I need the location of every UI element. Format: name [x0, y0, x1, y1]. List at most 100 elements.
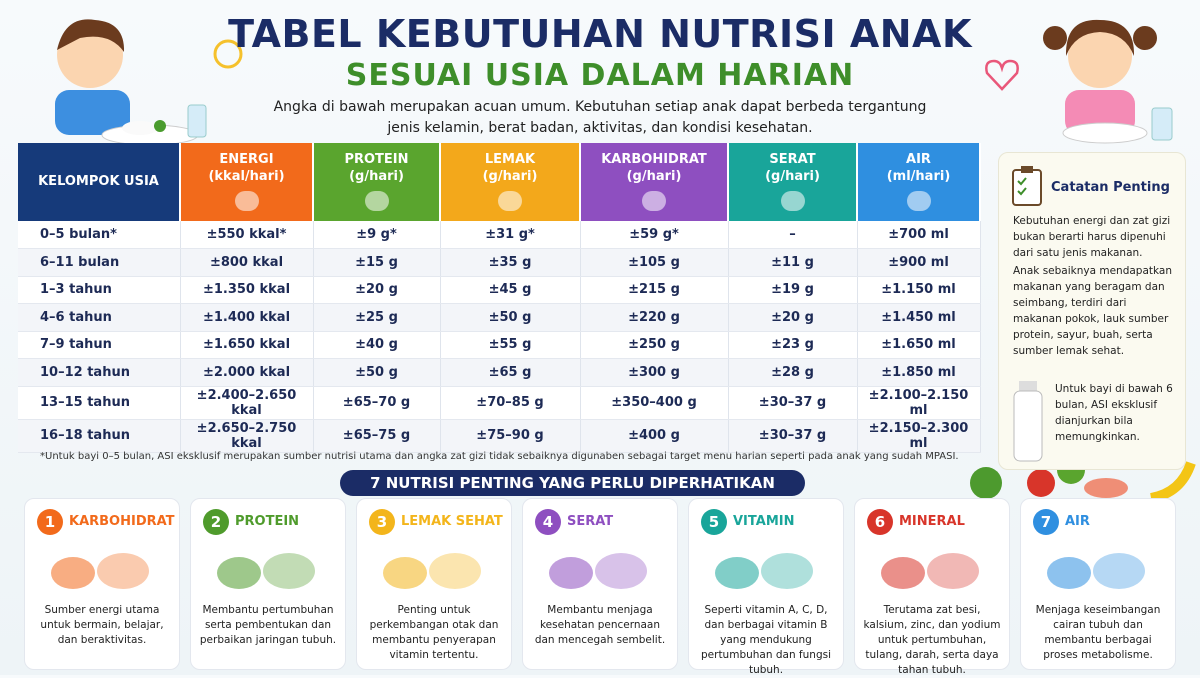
table-cell: ±1.650 kkal: [180, 331, 314, 359]
sun-icon: [213, 39, 243, 69]
table-cell: ±2.000 kkal: [180, 358, 314, 387]
column-header: AIR (ml/hari): [857, 143, 981, 221]
card-description: Penting untuk perkembangan otak dan memb…: [369, 604, 499, 661]
nutrition-table: KELOMPOK USIA ENERGI (kkal/hari) PROTEIN (g/…: [18, 143, 981, 453]
table-cell: ±75–90 g: [440, 419, 581, 453]
table-cell: ±25 g: [313, 303, 441, 332]
column-icon: [642, 191, 666, 211]
nutrient-card: 4 SERAT Membantu menjaga kesehatan pencern…: [522, 498, 678, 670]
table-cell: ±28 g: [728, 358, 858, 387]
age-group: 7–9 tahun: [18, 331, 181, 359]
table-cell: ±35 g: [440, 248, 581, 277]
column-unit: (g/hari): [765, 169, 820, 184]
table-cell: ±31 g*: [440, 221, 581, 249]
table-cell: ±2.650–2.750 kkal: [180, 419, 314, 453]
notes-panel: Catatan Penting Kebutuhan energi dan zat…: [998, 152, 1186, 470]
table-cell: ±105 g: [580, 248, 729, 277]
table-cell: ±45 g: [440, 276, 581, 304]
card-number: 1: [37, 509, 63, 535]
table-cell: ±1.650 ml: [857, 331, 981, 359]
card-description: Menjaga keseimbangan cairan tubuh dan me…: [1035, 604, 1161, 661]
subtitle-heading: SESUAI USIA DALAM HARIAN: [345, 58, 855, 93]
title: TABEL KEBUTUHAN NUTRISI ANAK: [228, 12, 972, 56]
table-cell: ±2.400–2.650 kkal: [180, 386, 314, 420]
column-name: LEMAK: [484, 152, 536, 167]
table-row: 1–3 tahun ±1.350 kkal ±20 g ±45 g ±215 g ±19 …: [18, 276, 981, 304]
table-cell: ±9 g*: [313, 221, 441, 249]
card-description: Seperti vitamin A, C, D, dan berbagai vi…: [701, 604, 831, 676]
table-cell: ±65–70 g: [313, 386, 441, 420]
table-cell: ±215 g: [580, 276, 729, 304]
age-group: 13–15 tahun: [18, 386, 181, 420]
card-number: 4: [535, 509, 561, 535]
table-cell: ±23 g: [728, 331, 858, 359]
table-row: 10–12 tahun ±2.000 kkal ±50 g ±65 g ±300 g ±2…: [18, 358, 981, 387]
footnote: *Untuk bayi 0–5 bulan, ASI eksklusif mer…: [40, 451, 959, 462]
table-cell: ±50 g: [440, 303, 581, 332]
column-header: ENERGI (kkal/hari): [180, 143, 314, 221]
age-group: 0–5 bulan*: [18, 221, 181, 249]
card-number: 2: [203, 509, 229, 535]
note-text: Untuk bayi di bawah 6 bulan, ASI eksklus…: [1055, 383, 1173, 443]
column-header: SERAT (g/hari): [728, 143, 858, 221]
column-icon: [364, 191, 389, 211]
table-cell: ±220 g: [580, 303, 729, 332]
table-cell: ±50 g: [313, 358, 441, 387]
column-name: KARBOHIDRAT: [601, 152, 707, 167]
table-cell: ±59 g*: [580, 221, 729, 249]
table-cell: –: [728, 221, 858, 249]
card-description: Membantu menjaga kesehatan pencernaan da…: [534, 604, 666, 646]
age-group: 10–12 tahun: [18, 358, 181, 387]
card-number: 3: [369, 509, 395, 535]
table-cell: ±70–85 g: [440, 386, 581, 420]
table-cell: ±300 g: [580, 358, 729, 387]
card-title: LEMAK SEHAT: [401, 514, 503, 529]
table-cell: ±65–75 g: [313, 419, 441, 453]
girl-illustration: [1043, 19, 1173, 144]
food-icon: [715, 553, 813, 589]
column-icon: [780, 191, 805, 211]
notes-title: Catatan Penting: [1051, 180, 1170, 195]
table-cell: ±700 ml: [857, 221, 981, 249]
age-group: 6–11 bulan: [18, 248, 181, 277]
table-cell: ±1.450 ml: [857, 303, 981, 332]
section-title: 7 NUTRISI PENTING YANG PERLU DIPERHATIKA…: [340, 470, 805, 496]
table-cell: ±19 g: [728, 276, 858, 304]
table-cell: ±350–400 g: [580, 386, 729, 420]
nutrient-card: 7 AIR Menjaga keseimbangan cairan tubuh da…: [1020, 498, 1176, 670]
table-cell: ±2.100–2.150 ml: [857, 386, 981, 420]
heart-icon: [985, 59, 1019, 91]
nutrient-card: 6 MINERAL Terutama zat besi, kalsium, zinc…: [854, 498, 1010, 676]
table-row: 4–6 tahun ±1.400 kkal ±25 g ±50 g ±220 g ±20 …: [18, 303, 981, 332]
column-header: LEMAK (g/hari): [440, 143, 581, 221]
card-title: MINERAL: [899, 514, 965, 529]
table-cell: ±65 g: [440, 358, 581, 387]
table-cell: ±1.150 ml: [857, 276, 981, 304]
age-group: 16–18 tahun: [18, 419, 181, 453]
intro-text: Angka di bawah merupakan acuan umum. Keb…: [273, 99, 927, 136]
nutrient-card: 3 LEMAK SEHAT Penting untuk perkembangan o…: [356, 498, 512, 670]
food-icon: [1047, 553, 1145, 589]
table-cell: ±20 g: [728, 303, 858, 332]
table-cell: ±900 ml: [857, 248, 981, 277]
age-group: 1–3 tahun: [18, 276, 181, 304]
table-cell: ±550 kkal*: [180, 221, 314, 249]
clipboard-icon: [1012, 166, 1042, 206]
table-cell: ±30–37 g: [728, 386, 858, 420]
note-text: Anak sebaiknya mendapatkan makanan yang …: [1013, 265, 1173, 357]
boy-illustration: [55, 19, 207, 145]
table-row: 6–11 bulan ±800 kkal ±15 g ±35 g ±105 g ±11 g…: [18, 248, 981, 277]
column-icon: [234, 191, 259, 211]
food-icon: [383, 553, 481, 589]
table-cell: ±2.150–2.300 ml: [857, 419, 981, 453]
column-unit: (g/hari): [349, 169, 404, 184]
table-cell: ±250 g: [580, 331, 729, 359]
food-icon: [217, 553, 315, 589]
column-name: SERAT: [769, 152, 816, 167]
column-header: KARBOHIDRAT (g/hari): [580, 143, 729, 221]
nutrient-card: 5 VITAMIN Seperti vitamin A, C, D, dan ber…: [688, 498, 844, 676]
card-number: 7: [1033, 509, 1059, 535]
table-cell: ±20 g: [313, 276, 441, 304]
column-unit: (g/hari): [482, 169, 538, 184]
